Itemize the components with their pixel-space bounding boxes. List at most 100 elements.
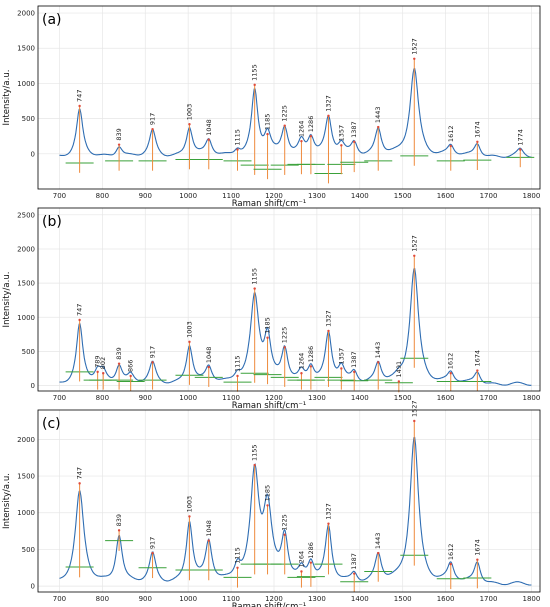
- peak-label: 1225: [281, 514, 289, 531]
- peak-label: 1048: [205, 119, 213, 136]
- x-tick-label: 1700: [480, 394, 498, 402]
- x-axis-label: Raman shift/cm⁻¹: [232, 199, 307, 209]
- peak-label: 839: [115, 347, 123, 359]
- peak-label: 1387: [350, 351, 358, 368]
- peak-marker: [397, 380, 401, 383]
- x-tick-label: 900: [139, 192, 152, 200]
- x-tick-label: 700: [53, 595, 66, 603]
- peak-label: 1612: [447, 544, 455, 561]
- y-tick-label: 2000: [17, 245, 35, 253]
- peak-label: 1327: [324, 310, 332, 327]
- peak-label: 1774: [516, 129, 524, 146]
- spectrum-line: [59, 436, 532, 586]
- x-tick-label: 1500: [394, 192, 412, 200]
- x-tick-label: 1700: [480, 595, 498, 603]
- peak-label: 1155: [251, 268, 259, 285]
- peak-marker: [377, 551, 380, 555]
- peak-label: 789: [94, 355, 102, 367]
- x-tick-label: 700: [53, 192, 66, 200]
- x-tick-label: 1700: [480, 192, 498, 200]
- spectrum-panel: 747 839 917 1003 1048 1115 1155 1185 1225 1264128…: [2, 400, 541, 607]
- peak-label: 1357: [337, 348, 345, 365]
- peak-marker: [253, 83, 256, 87]
- x-tick-label: 1600: [437, 595, 455, 603]
- peak-label: 1612: [447, 353, 455, 370]
- y-tick-label: 500: [22, 348, 35, 356]
- peak-label: 747: [76, 467, 84, 479]
- y-axis-label: Intensity/a.u.: [2, 70, 12, 126]
- x-tick-label: 1100: [222, 595, 240, 603]
- panel-label: (b): [42, 214, 62, 230]
- peak-label: 866: [127, 360, 135, 372]
- peak-label: 1286: [307, 116, 315, 133]
- peak-label: 1443: [374, 342, 382, 359]
- peak-marker: [309, 365, 313, 368]
- peak-marker: [266, 132, 269, 136]
- peak-marker: [413, 419, 416, 423]
- peak-marker: [300, 372, 303, 375]
- y-tick-label: 0: [31, 583, 35, 591]
- peak-label: 1327: [324, 95, 332, 112]
- peak-label: 1327: [324, 503, 332, 520]
- peak-marker: [207, 138, 210, 141]
- x-tick-label: 1600: [437, 192, 455, 200]
- peak-marker: [327, 522, 330, 525]
- x-tick-label: 1800: [523, 394, 541, 402]
- y-tick-label: 2500: [17, 211, 35, 219]
- x-tick-label: 1000: [179, 394, 197, 402]
- x-tick-label: 1800: [523, 595, 541, 603]
- peak-label: 1612: [447, 126, 455, 143]
- peak-label: 917: [149, 113, 157, 125]
- peak-marker: [129, 374, 132, 378]
- peak-marker: [377, 361, 380, 364]
- y-tick-label: 2000: [17, 436, 35, 444]
- peak-marker: [117, 362, 121, 365]
- x-tick-label: 900: [139, 394, 152, 402]
- peak-marker: [340, 367, 343, 370]
- panel-label: (a): [42, 12, 62, 28]
- peak-marker: [266, 504, 269, 507]
- x-tick-label: 1400: [351, 595, 369, 603]
- peak-marker: [207, 365, 210, 369]
- peak-marker: [266, 336, 269, 339]
- peak-label: 1674: [473, 121, 481, 138]
- y-tick-label: 1500: [17, 280, 35, 288]
- y-tick-label: 1000: [17, 314, 35, 322]
- peak-marker: [300, 570, 303, 573]
- peak-marker: [327, 329, 330, 333]
- peak-marker: [353, 140, 356, 144]
- peak-marker: [449, 372, 452, 375]
- peak-marker: [476, 369, 479, 372]
- peak-marker: [188, 123, 191, 126]
- peak-label: 917: [149, 346, 157, 358]
- peak-label: 1115: [234, 547, 242, 564]
- y-tick-label: 1500: [17, 473, 35, 481]
- spectrum-line: [59, 68, 532, 158]
- peak-marker: [413, 254, 416, 257]
- peak-label: 1443: [374, 107, 382, 124]
- y-tick-label: 1500: [17, 45, 35, 53]
- peak-marker: [413, 57, 416, 60]
- peak-label: 1491: [395, 361, 403, 378]
- peak-label: 1003: [185, 104, 193, 121]
- peak-marker: [476, 558, 479, 561]
- x-tick-label: 1300: [308, 595, 326, 603]
- peak-marker: [519, 148, 522, 151]
- peak-marker: [283, 124, 286, 127]
- peak-label: 1357: [337, 125, 345, 142]
- peak-marker: [309, 135, 313, 138]
- peak-marker: [78, 482, 81, 485]
- x-tick-label: 1300: [308, 394, 326, 402]
- x-tick-label: 1200: [265, 394, 283, 402]
- x-tick-label: 1400: [351, 192, 369, 200]
- peak-marker: [102, 372, 105, 375]
- plot-frame: [37, 409, 541, 593]
- peak-marker: [236, 148, 239, 151]
- peak-marker: [449, 562, 452, 566]
- x-tick-label: 1500: [394, 595, 412, 603]
- y-tick-label: 1000: [17, 509, 35, 517]
- peak-label: 1115: [234, 355, 242, 372]
- peak-label: 1048: [205, 347, 213, 364]
- peak-label: 839: [115, 128, 123, 140]
